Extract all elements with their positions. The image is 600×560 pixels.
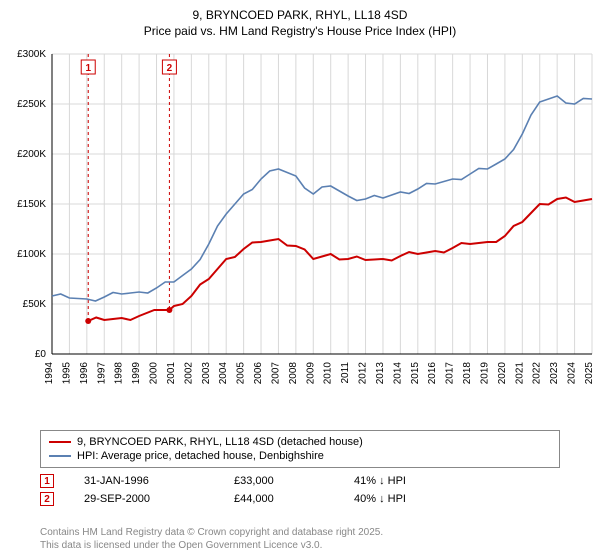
svg-text:2016: 2016 xyxy=(427,362,438,385)
svg-text:£0: £0 xyxy=(35,349,47,360)
svg-text:2015: 2015 xyxy=(410,362,421,385)
sale-price: £33,000 xyxy=(234,475,324,487)
svg-text:2: 2 xyxy=(167,63,173,74)
sale-hpi-delta: 40% ↓ HPI xyxy=(354,493,454,505)
svg-text:£100K: £100K xyxy=(17,249,46,260)
chart-title-line2: Price paid vs. HM Land Registry's House … xyxy=(0,24,600,44)
svg-text:1999: 1999 xyxy=(131,362,142,385)
footer-line: This data is licensed under the Open Gov… xyxy=(40,539,383,552)
sales-table: 1 31-JAN-1996 £33,000 41% ↓ HPI 2 29-SEP… xyxy=(40,472,454,508)
svg-text:2009: 2009 xyxy=(305,362,316,385)
svg-text:2002: 2002 xyxy=(183,362,194,385)
svg-text:2012: 2012 xyxy=(358,362,369,385)
sale-row: 1 31-JAN-1996 £33,000 41% ↓ HPI xyxy=(40,472,454,490)
svg-text:2010: 2010 xyxy=(323,362,334,385)
svg-text:£150K: £150K xyxy=(17,199,46,210)
svg-text:1996: 1996 xyxy=(79,362,90,385)
svg-text:2024: 2024 xyxy=(567,362,578,385)
svg-text:2001: 2001 xyxy=(166,362,177,385)
svg-text:1: 1 xyxy=(85,63,91,74)
legend: 9, BRYNCOED PARK, RHYL, LL18 4SD (detach… xyxy=(40,430,560,468)
svg-text:2007: 2007 xyxy=(270,362,281,385)
svg-text:2014: 2014 xyxy=(392,362,403,385)
legend-item: HPI: Average price, detached house, Denb… xyxy=(49,449,551,463)
sale-marker-icon: 2 xyxy=(40,492,54,506)
svg-text:2003: 2003 xyxy=(201,362,212,385)
chart-area: £0 £50K £100K £150K £200K £250K £300K 1994 1995 1… xyxy=(0,44,600,424)
svg-text:1998: 1998 xyxy=(114,362,125,385)
legend-swatch-icon xyxy=(49,455,71,457)
svg-text:2021: 2021 xyxy=(514,362,525,385)
svg-text:2022: 2022 xyxy=(532,362,543,385)
svg-text:2005: 2005 xyxy=(236,362,247,385)
svg-text:2004: 2004 xyxy=(218,362,229,385)
svg-text:1994: 1994 xyxy=(44,362,55,385)
line-chart-svg: £0 £50K £100K £150K £200K £250K £300K 1994 1995 1… xyxy=(0,44,600,424)
svg-text:£50K: £50K xyxy=(23,299,47,310)
svg-text:£300K: £300K xyxy=(17,49,46,60)
svg-text:2019: 2019 xyxy=(479,362,490,385)
svg-text:2000: 2000 xyxy=(149,362,160,385)
svg-text:2020: 2020 xyxy=(497,362,508,385)
sale-marker-icon: 1 xyxy=(40,474,54,488)
sale-date: 31-JAN-1996 xyxy=(84,475,204,487)
svg-text:£250K: £250K xyxy=(17,99,46,110)
svg-text:2006: 2006 xyxy=(253,362,264,385)
svg-text:2025: 2025 xyxy=(584,362,595,385)
legend-item: 9, BRYNCOED PARK, RHYL, LL18 4SD (detach… xyxy=(49,435,551,449)
svg-text:2023: 2023 xyxy=(549,362,560,385)
svg-text:1997: 1997 xyxy=(96,362,107,385)
svg-text:2018: 2018 xyxy=(462,362,473,385)
attribution-footer: Contains HM Land Registry data © Crown c… xyxy=(40,526,383,552)
sale-price: £44,000 xyxy=(234,493,324,505)
chart-title-line1: 9, BRYNCOED PARK, RHYL, LL18 4SD xyxy=(0,0,600,24)
svg-text:2008: 2008 xyxy=(288,362,299,385)
sale-hpi-delta: 41% ↓ HPI xyxy=(354,475,454,487)
svg-text:2013: 2013 xyxy=(375,362,386,385)
sale-row: 2 29-SEP-2000 £44,000 40% ↓ HPI xyxy=(40,490,454,508)
legend-swatch-icon xyxy=(49,441,71,443)
legend-label: HPI: Average price, detached house, Denb… xyxy=(77,450,324,462)
sale-date: 29-SEP-2000 xyxy=(84,493,204,505)
svg-text:2011: 2011 xyxy=(340,362,351,384)
svg-text:1995: 1995 xyxy=(61,362,72,385)
footer-line: Contains HM Land Registry data © Crown c… xyxy=(40,526,383,539)
svg-text:2017: 2017 xyxy=(445,362,456,385)
svg-text:£200K: £200K xyxy=(17,149,46,160)
legend-label: 9, BRYNCOED PARK, RHYL, LL18 4SD (detach… xyxy=(77,436,363,448)
